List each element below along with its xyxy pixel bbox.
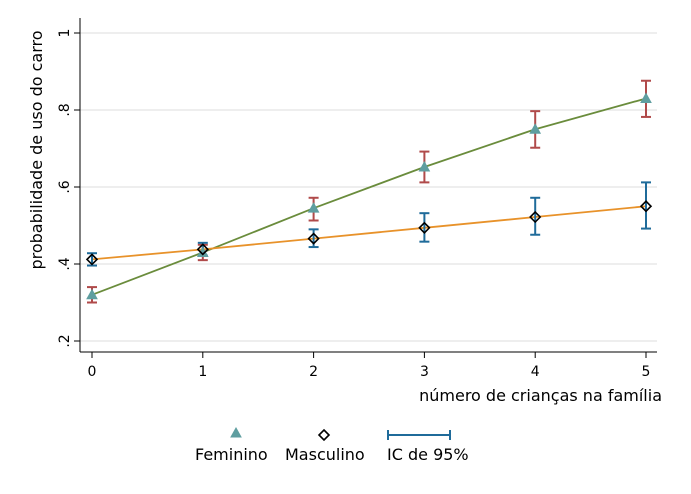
legend-feminino-marker [230, 426, 242, 438]
y-tick-label-3: .8 [57, 103, 73, 116]
x-tick-label-0: 0 [88, 364, 97, 380]
series-line-masculino [91, 205, 647, 261]
legend-masculino-label: Masculino [285, 445, 365, 464]
legend-ci-label: IC de 95% [387, 445, 469, 464]
y-tick-label-0: .2 [57, 334, 73, 347]
x-tick-label-2: 2 [309, 364, 318, 380]
point-feminino-4 [529, 123, 542, 134]
point-feminino-0 [86, 288, 98, 300]
legend-feminino-label: Feminino [195, 445, 268, 464]
ci-bar-masculino-4 [530, 196, 541, 236]
y-tick-label-1: .4 [57, 257, 73, 270]
tick-labels: .2 .4 .6 .8 1 0 1 2 3 4 5 [57, 29, 650, 380]
axes [74, 18, 657, 358]
x-tick-label-5: 5 [642, 364, 651, 380]
point-masculino-0 [85, 253, 99, 266]
y-axis-title: probabilidade de uso do carro [27, 30, 46, 269]
x-axis-title: número de crianças na família [419, 386, 662, 405]
ci-bar-masculino-5 [641, 181, 651, 230]
series-line-feminino [91, 97, 647, 296]
point-masculino-3 [418, 221, 431, 234]
point-masculino-4 [529, 210, 542, 224]
y-tick-label-2: .6 [57, 180, 73, 193]
point-feminino-5 [640, 92, 652, 103]
x-tick-label-4: 4 [531, 364, 540, 380]
plot-area [85, 79, 653, 304]
legend-ci-marker [387, 430, 451, 440]
point-feminino-2 [307, 202, 320, 213]
x-tick-label-3: 3 [420, 364, 429, 380]
ci-bar-masculino-3 [419, 212, 430, 243]
point-masculino-2 [307, 232, 320, 245]
y-tick-label-4: 1 [57, 29, 73, 38]
point-masculino-1 [196, 243, 209, 256]
point-masculino-5 [639, 200, 653, 213]
x-tick-label-1: 1 [198, 364, 207, 380]
point-feminino-3 [418, 160, 431, 172]
legend: Feminino Masculino IC de 95% [195, 426, 469, 464]
legend-masculino-marker [317, 428, 331, 442]
